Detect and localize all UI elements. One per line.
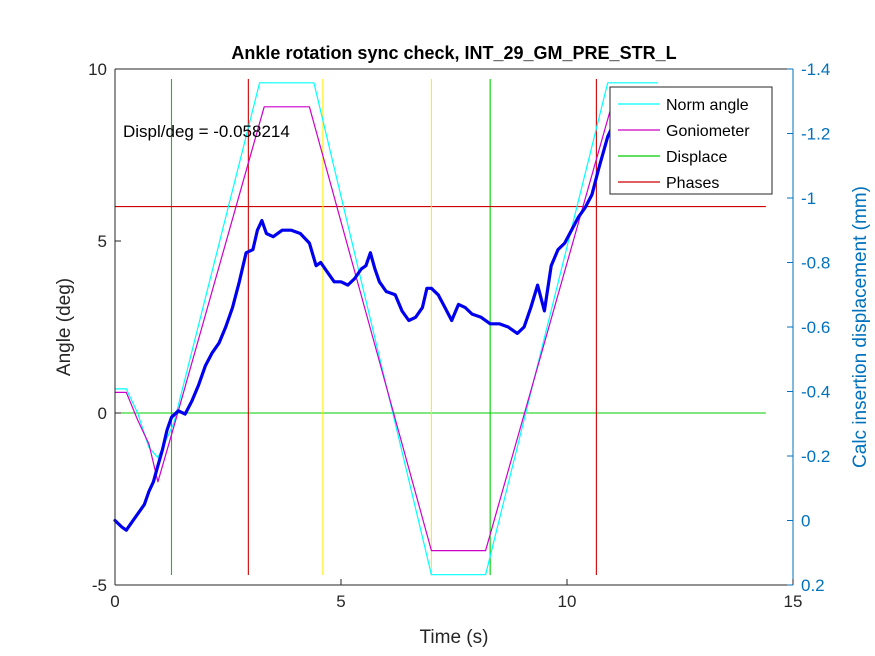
legend-label-norm-angle: Norm angle: [666, 97, 749, 114]
right-y-tick-label: -0.4: [801, 383, 830, 402]
goniometer-line: [114, 102, 613, 552]
right-y-tick-label: -0.2: [801, 447, 830, 466]
legend: Norm angle Goniometer Displace Phases: [609, 86, 773, 195]
y-axis-label: Angle (deg): [54, 278, 75, 376]
right-y-axis-ticks: 0.2 0 -0.2 -0.4 -0.6 -0.8 -1 -1.2 -1.4: [787, 60, 830, 595]
x-tick-label: 10: [558, 592, 577, 611]
x-axis-ticks: 0 5 10 15: [110, 579, 802, 611]
legend-label-phases: Phases: [666, 175, 719, 192]
right-y-tick-label: -0.6: [801, 318, 830, 337]
right-y-tick-label: -0.8: [801, 254, 830, 273]
right-y-tick-label: 0.2: [801, 576, 825, 595]
right-y-tick-label: -1.4: [801, 60, 830, 79]
norm-angle-line: [114, 82, 659, 576]
right-y-tick-label: -1.2: [801, 125, 830, 144]
displacement-line: [113, 125, 614, 532]
x-axis-label: Time (s): [420, 627, 489, 648]
y-tick-label: 10: [88, 60, 107, 79]
series-layer: [113, 82, 659, 576]
x-tick-label: 15: [784, 592, 803, 611]
y-tick-label: 0: [98, 404, 107, 423]
legend-label-displace: Displace: [666, 149, 727, 166]
y-axis-ticks: -5 0 5 10: [88, 60, 121, 595]
y-tick-label: 5: [98, 232, 107, 251]
displ-per-degree-annotation: Displ/deg = -0.058214: [123, 122, 290, 141]
right-y-tick-label: 0: [801, 512, 810, 531]
chart-title: Ankle rotation sync check, INT_29_GM_PRE…: [231, 43, 676, 63]
x-tick-label: 0: [110, 592, 119, 611]
right-y-axis-label: Calc insertion displacement (mm): [850, 186, 871, 468]
y-tick-label: -5: [92, 576, 107, 595]
right-y-tick-label: -1: [801, 189, 816, 208]
legend-box: [609, 86, 773, 195]
x-tick-label: 5: [336, 592, 345, 611]
legend-label-goniometer: Goniometer: [666, 123, 750, 140]
